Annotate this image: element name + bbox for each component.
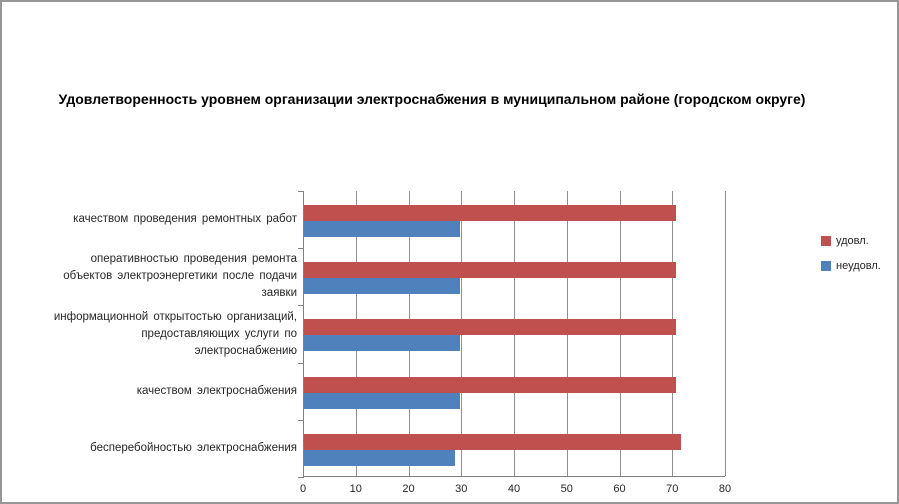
bar-udovl-2	[304, 319, 676, 335]
bar-neudovl-0	[304, 221, 460, 237]
gridline-x-80	[725, 191, 726, 476]
category-label-4: бесперебойностью электроснабжения	[90, 441, 297, 454]
category-axis-labels: качеством проведения ремонтных работ опер…	[37, 191, 297, 477]
x-tick-label-10: 10	[349, 483, 362, 495]
y-axis-tick	[298, 305, 304, 306]
x-tick-label-0: 0	[299, 483, 307, 495]
x-tick-label-40: 40	[507, 483, 521, 495]
category-label-2: информационной открытостью организаций, …	[53, 310, 297, 357]
x-tick-label-30: 30	[455, 483, 468, 495]
bar-udovl-0	[304, 205, 676, 221]
bar-udovl-1	[304, 262, 676, 278]
bar-neudovl-1	[304, 278, 460, 294]
plot-area	[298, 191, 726, 478]
bar-neudovl-3	[304, 393, 460, 409]
x-tick-label-20: 20	[402, 483, 415, 495]
category-label-3: качеством электроснабжения	[136, 384, 297, 397]
x-tick-label-70: 70	[666, 483, 679, 495]
y-axis-tick	[298, 248, 304, 249]
x-tick-label-50: 50	[560, 483, 573, 495]
bar-neudovl-2	[304, 335, 460, 351]
y-axis-tick	[298, 477, 304, 478]
bar-udovl-3	[304, 377, 676, 393]
bar-udovl-4	[304, 434, 681, 450]
chart-title: Удовлетворенность уровнем организации эл…	[58, 91, 806, 107]
category-label-1: оперативностью проведения ремонта объект…	[63, 253, 297, 300]
x-tick-label-60: 60	[613, 483, 626, 495]
legend-item-neudovl: неудовл.	[821, 260, 881, 272]
legend-swatch-udovl	[821, 236, 831, 246]
legend-label-udovl: удовл.	[836, 235, 869, 247]
legend-swatch-neudovl	[821, 261, 831, 271]
y-axis-tick	[298, 420, 304, 421]
y-axis-tick	[298, 191, 304, 192]
y-axis-tick	[298, 363, 304, 364]
bar-neudovl-4	[304, 450, 455, 466]
legend-label-neudovl: неудовл.	[836, 260, 881, 272]
legend: удовл. неудовл.	[821, 235, 881, 272]
x-tick-label-80: 80	[718, 483, 732, 495]
category-label-0: качеством проведения ремонтных работ	[73, 213, 297, 226]
legend-item-udovl: удовл.	[821, 235, 881, 247]
